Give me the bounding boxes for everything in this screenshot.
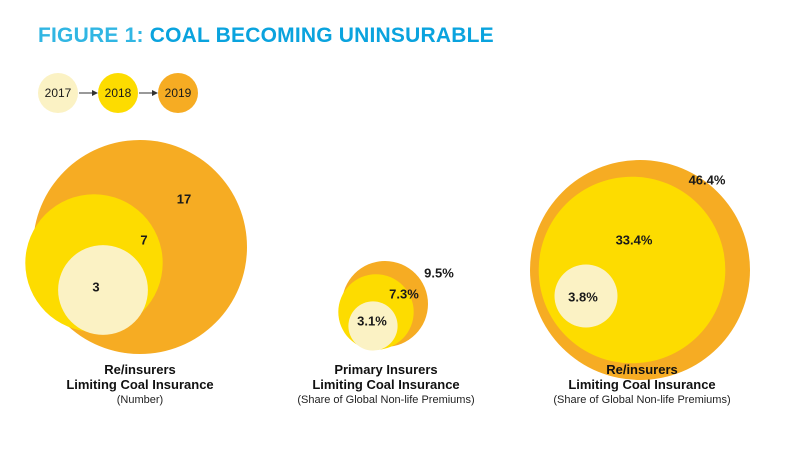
figure-title-main: COAL BECOMING UNINSURABLE [149, 24, 494, 47]
bubble-label-2-2019: 9.5% [424, 266, 454, 281]
legend-label-2017: 2017 [45, 86, 72, 100]
caption-line-3: (Number) [116, 394, 164, 406]
bubble-3-2017 [554, 264, 618, 328]
bubble-label-1-2019: 17 [177, 192, 191, 207]
caption-line-1: Re/insurers [606, 362, 678, 377]
legend-arrowhead-2 [152, 90, 158, 96]
chart-caption-reinsurers-number: Re/insurers Limiting Coal Insurance (Num… [10, 362, 270, 408]
caption-line-2: Limiting Coal Insurance [66, 377, 214, 392]
caption-line-3: (Share of Global Non-life Premiums) [297, 394, 475, 406]
bubble-label-1-2018: 7 [140, 233, 147, 248]
figure-title: FIGURE 1: COAL BECOMING UNINSURABLE [38, 24, 494, 48]
bubble-1-2017 [58, 245, 148, 335]
caption-line-2: Limiting Coal Insurance [312, 377, 460, 392]
legend-label-2018: 2018 [105, 86, 132, 100]
bubble-label-2-2017: 3.1% [357, 314, 387, 329]
bubble-3-2018 [538, 176, 726, 364]
legend-label-2019: 2019 [165, 86, 192, 100]
chart-caption-primary-insurers: Primary Insurers Limiting Coal Insurance… [256, 362, 516, 408]
legend-swatch-2017 [38, 73, 78, 113]
bubble-label-3-2017: 3.8% [568, 290, 598, 305]
bubble-label-1-2017: 3 [92, 280, 99, 295]
bubble-label-3-2018: 33.4% [616, 233, 653, 248]
figure-title-prefix: FIGURE 1: [38, 24, 144, 47]
caption-line-1: Re/insurers [104, 362, 176, 377]
bubble-label-3-2019: 46.4% [689, 173, 726, 188]
bubble-label-2-2018: 7.3% [389, 287, 419, 302]
caption-line-2: Limiting Coal Insurance [568, 377, 716, 392]
caption-line-1: Primary Insurers [334, 362, 438, 377]
bubble-2-2017 [348, 301, 398, 351]
legend-swatch-2018 [98, 73, 138, 113]
caption-line-3: (Share of Global Non-life Premiums) [553, 394, 731, 406]
legend-swatch-2019 [158, 73, 198, 113]
legend-arrowhead-1 [92, 90, 98, 96]
chart-caption-reinsurers-share: Re/insurers Limiting Coal Insurance (Sha… [512, 362, 772, 408]
